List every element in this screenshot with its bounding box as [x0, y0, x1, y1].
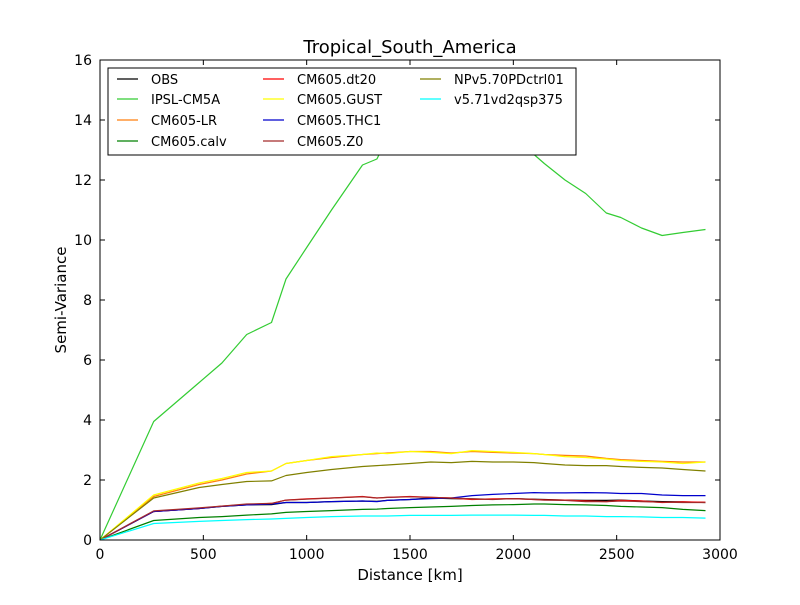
y-tick-label: 6 — [83, 353, 92, 369]
legend-box — [107, 67, 577, 156]
x-tick-label: 1000 — [289, 547, 325, 563]
series-line-cm605-z0 — [100, 496, 706, 540]
series-line-npv5-70pdctrl01 — [100, 460, 706, 540]
y-tick-label: 16 — [74, 53, 92, 69]
chart-title: Tropical_South_America — [302, 37, 516, 58]
x-axis-label: Distance [km] — [357, 566, 462, 584]
legend-entry-label: v5.71vd2qsp375 — [454, 93, 563, 108]
legend-entry-label: CM605.GUST — [297, 93, 382, 108]
y-axis-label: Semi-Variance — [52, 247, 70, 354]
y-tick-label: 14 — [74, 113, 92, 129]
legend: OBS IPSL-CM5A CM605-LR CM605.calv CM605.dt20… — [107, 67, 577, 156]
x-tick-label: 3000 — [702, 547, 738, 563]
x-tick-label: 2000 — [496, 547, 532, 563]
series-line-cm605-lr — [100, 450, 706, 540]
y-tick-label: 0 — [83, 533, 92, 549]
legend-entry-label: CM605-LR — [151, 114, 217, 129]
series-line-cm605-gust — [100, 450, 706, 540]
y-tick-label: 12 — [74, 173, 92, 189]
y-tick-label: 8 — [83, 293, 92, 309]
legend-entry-label: CM605.Z0 — [297, 135, 363, 150]
x-tick-label: 0 — [96, 547, 105, 563]
legend-entry-label: CM605.THC1 — [297, 114, 381, 129]
y-tick-label: 2 — [83, 473, 92, 489]
legend-entry-label: CM605.calv — [151, 135, 227, 150]
tick-layer: 0 500 1000 1500 2000 2500 3000 0 2 4 6 8 10 12 14 16 — [74, 53, 738, 563]
series-layer — [100, 86, 706, 540]
x-tick-label: 2500 — [599, 547, 635, 563]
series-line-v5-71vd2qsp375 — [100, 514, 706, 540]
y-tick-label: 4 — [83, 413, 92, 429]
series-line-cm605-calv — [100, 503, 706, 540]
legend-entry-label: IPSL-CM5A — [151, 93, 220, 108]
legend-entry-label: CM605.dt20 — [297, 73, 376, 88]
x-tick-label: 500 — [190, 547, 217, 563]
x-tick-label: 1500 — [392, 547, 428, 563]
y-tick-label: 10 — [74, 233, 92, 249]
legend-entry-label: NPv5.70PDctrl01 — [454, 73, 564, 88]
legend-entry-label: OBS — [151, 73, 178, 88]
